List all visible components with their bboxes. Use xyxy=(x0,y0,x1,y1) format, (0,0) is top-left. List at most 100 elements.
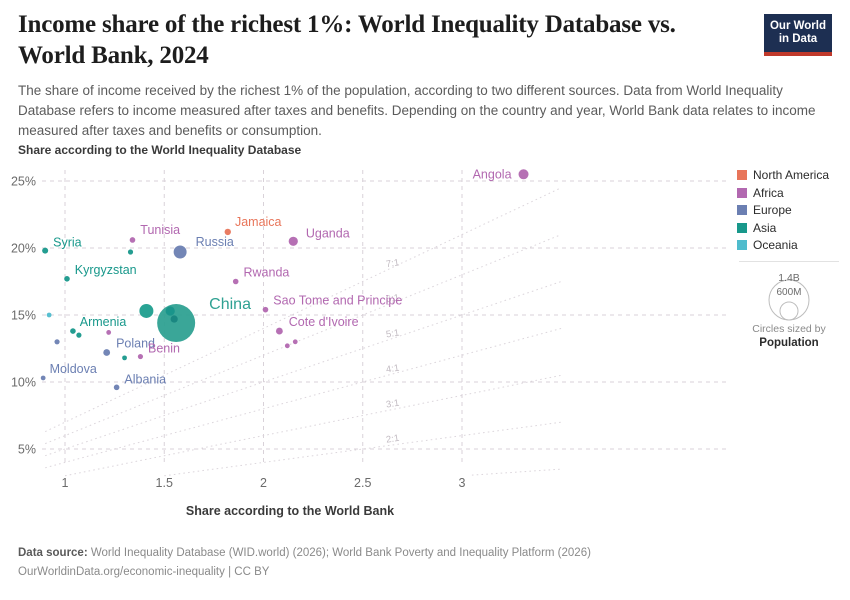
data-point-jamaica[interactable]: Jamaica xyxy=(224,215,282,236)
data-point-tunisia[interactable]: Tunisia xyxy=(129,223,180,243)
point-label: Syria xyxy=(53,236,82,250)
point-circle[interactable] xyxy=(173,245,187,259)
ratio-line-6-1 xyxy=(45,234,562,445)
data-point-poland[interactable]: Poland xyxy=(103,337,155,356)
legend-swatch-icon xyxy=(737,170,747,180)
legend-item-oceania[interactable]: Oceania xyxy=(737,238,841,252)
data-point-unlabeled-africa-a[interactable] xyxy=(292,339,298,345)
ratio-line-1-1 xyxy=(471,468,562,476)
point-circle[interactable] xyxy=(224,228,231,236)
point-label: China xyxy=(209,296,251,313)
data-point-unlabeled-asia-b[interactable] xyxy=(139,303,154,318)
size-legend: 1.4B 600M Circles sized by Population xyxy=(737,268,841,349)
size-legend-caption: Circles sized by Population xyxy=(725,322,850,352)
chart-subtitle: The share of income received by the rich… xyxy=(18,83,816,138)
legend-item-europe[interactable]: Europe xyxy=(737,203,841,217)
point-label: Angola xyxy=(473,167,512,181)
point-circle[interactable] xyxy=(70,328,76,334)
point-circle[interactable] xyxy=(165,306,175,316)
data-point-cote-d-ivoire[interactable]: Cote d'Ivoire xyxy=(275,315,359,335)
data-point-rwanda[interactable]: Rwanda xyxy=(232,266,290,285)
data-point-unlabeled-africa-c[interactable] xyxy=(106,330,112,335)
point-circle[interactable] xyxy=(40,375,46,381)
data-point-russia[interactable]: Russia xyxy=(173,235,234,259)
point-circle[interactable] xyxy=(232,278,239,285)
point-circle[interactable] xyxy=(129,237,136,243)
svg-text:600M: 600M xyxy=(776,287,801,298)
point-circle[interactable] xyxy=(54,339,60,345)
data-point-armenia[interactable]: Armenia xyxy=(70,315,126,334)
point-circle[interactable] xyxy=(106,330,112,335)
data-source-line: Data source: World Inequality Database (… xyxy=(18,544,591,563)
ratio-label-5-1: 5:1 xyxy=(385,327,400,340)
data-point-sao-tome-and-principe[interactable]: Sao Tome and Principe xyxy=(262,294,403,313)
point-circle[interactable] xyxy=(170,315,178,323)
x-tick-label-2: 2 xyxy=(260,476,267,490)
legend-label: Oceania xyxy=(753,238,798,252)
data-point-china-inner-a[interactable] xyxy=(165,306,175,316)
data-point-unlabeled-asia-a[interactable] xyxy=(127,249,134,255)
point-circle[interactable] xyxy=(139,303,154,318)
data-point-benin[interactable]: Benin xyxy=(137,342,180,360)
x-tick-label-2.5: 2.5 xyxy=(354,476,371,490)
point-circle[interactable] xyxy=(127,249,134,255)
legend-item-north-america[interactable]: North America xyxy=(737,168,841,182)
data-point-unlabeled-europe-a[interactable] xyxy=(54,339,60,345)
legend-item-asia[interactable]: Asia xyxy=(737,221,841,235)
logo-line-2: in Data xyxy=(778,33,818,45)
point-circle[interactable] xyxy=(284,343,290,349)
data-point-angola[interactable]: Angola xyxy=(473,167,529,181)
point-circle[interactable] xyxy=(76,332,82,338)
point-label: Kyrgyzstan xyxy=(75,263,137,277)
data-point-china-inner-b[interactable] xyxy=(170,315,178,323)
data-point-unlabeled-africa-b[interactable] xyxy=(284,343,290,349)
point-circle[interactable] xyxy=(518,169,529,180)
ratio-label-3-1: 3:1 xyxy=(385,398,400,411)
data-point-albania[interactable]: Albania xyxy=(113,372,166,391)
point-circle[interactable] xyxy=(292,339,298,345)
point-circle[interactable] xyxy=(46,312,52,318)
data-point-syria[interactable]: Syria xyxy=(42,236,82,254)
point-circle[interactable] xyxy=(113,384,120,391)
point-circle[interactable] xyxy=(64,276,70,282)
chart-canvas[interactable]: 2:1 3:1 4:1 5:1 6:1 7:1 5% 10% 15% 20% 25% 1 1.5 2 2.5… xyxy=(0,158,850,528)
x-tick-label-1.5: 1.5 xyxy=(156,476,173,490)
ratio-label-2-1: 2:1 xyxy=(385,433,400,446)
svg-text:1.4B: 1.4B xyxy=(778,272,800,284)
data-point-uganda[interactable]: Uganda xyxy=(288,226,350,246)
legend-label: Asia xyxy=(753,220,777,235)
data-point-kyrgyzstan[interactable]: Kyrgyzstan xyxy=(64,263,137,282)
data-point-moldova[interactable]: Moldova xyxy=(40,362,97,381)
point-label: Jamaica xyxy=(235,215,282,229)
owid-logo[interactable]: Our World in Data xyxy=(764,14,832,56)
point-circle[interactable] xyxy=(262,306,269,313)
y-tick-label-25%: 25% xyxy=(11,175,36,189)
point-label: Sao Tome and Principe xyxy=(273,294,402,308)
x-tick-label-1: 1 xyxy=(62,476,69,490)
point-circle[interactable] xyxy=(103,349,111,356)
size-caption-line1: Circles sized by xyxy=(752,323,826,335)
point-circle[interactable] xyxy=(42,247,49,254)
point-circle[interactable] xyxy=(288,236,298,246)
y-axis-title: Share according to the World Inequality … xyxy=(18,143,302,157)
legend-item-africa[interactable]: Africa xyxy=(737,186,841,200)
data-point-unlabeled-oceania[interactable] xyxy=(46,312,52,318)
legend-swatch-icon xyxy=(737,187,747,198)
y-tick-label-20%: 20% xyxy=(11,242,36,256)
chart-header: Income share of the richest 1%: World In… xyxy=(18,10,832,141)
ratio-line-3-1 xyxy=(64,374,562,477)
ratio-label-6-1: 6:1 xyxy=(385,292,400,305)
point-label: Armenia xyxy=(80,315,127,329)
point-circle[interactable] xyxy=(122,355,127,361)
x-axis-title: Share according to the World Bank xyxy=(186,504,394,518)
data-point-unlabeled-asia-d[interactable] xyxy=(122,355,127,361)
point-circle[interactable] xyxy=(275,327,283,335)
point-circle[interactable] xyxy=(137,353,144,360)
data-source-text: World Inequality Database (WID.world) (2… xyxy=(90,547,591,559)
data-point-unlabeled-asia-c[interactable] xyxy=(76,332,82,338)
point-label: Rwanda xyxy=(244,266,290,280)
license-line[interactable]: OurWorldinData.org/economic-inequality |… xyxy=(18,565,270,578)
ratio-label-4-1: 4:1 xyxy=(385,363,400,376)
point-circle[interactable] xyxy=(157,304,196,343)
